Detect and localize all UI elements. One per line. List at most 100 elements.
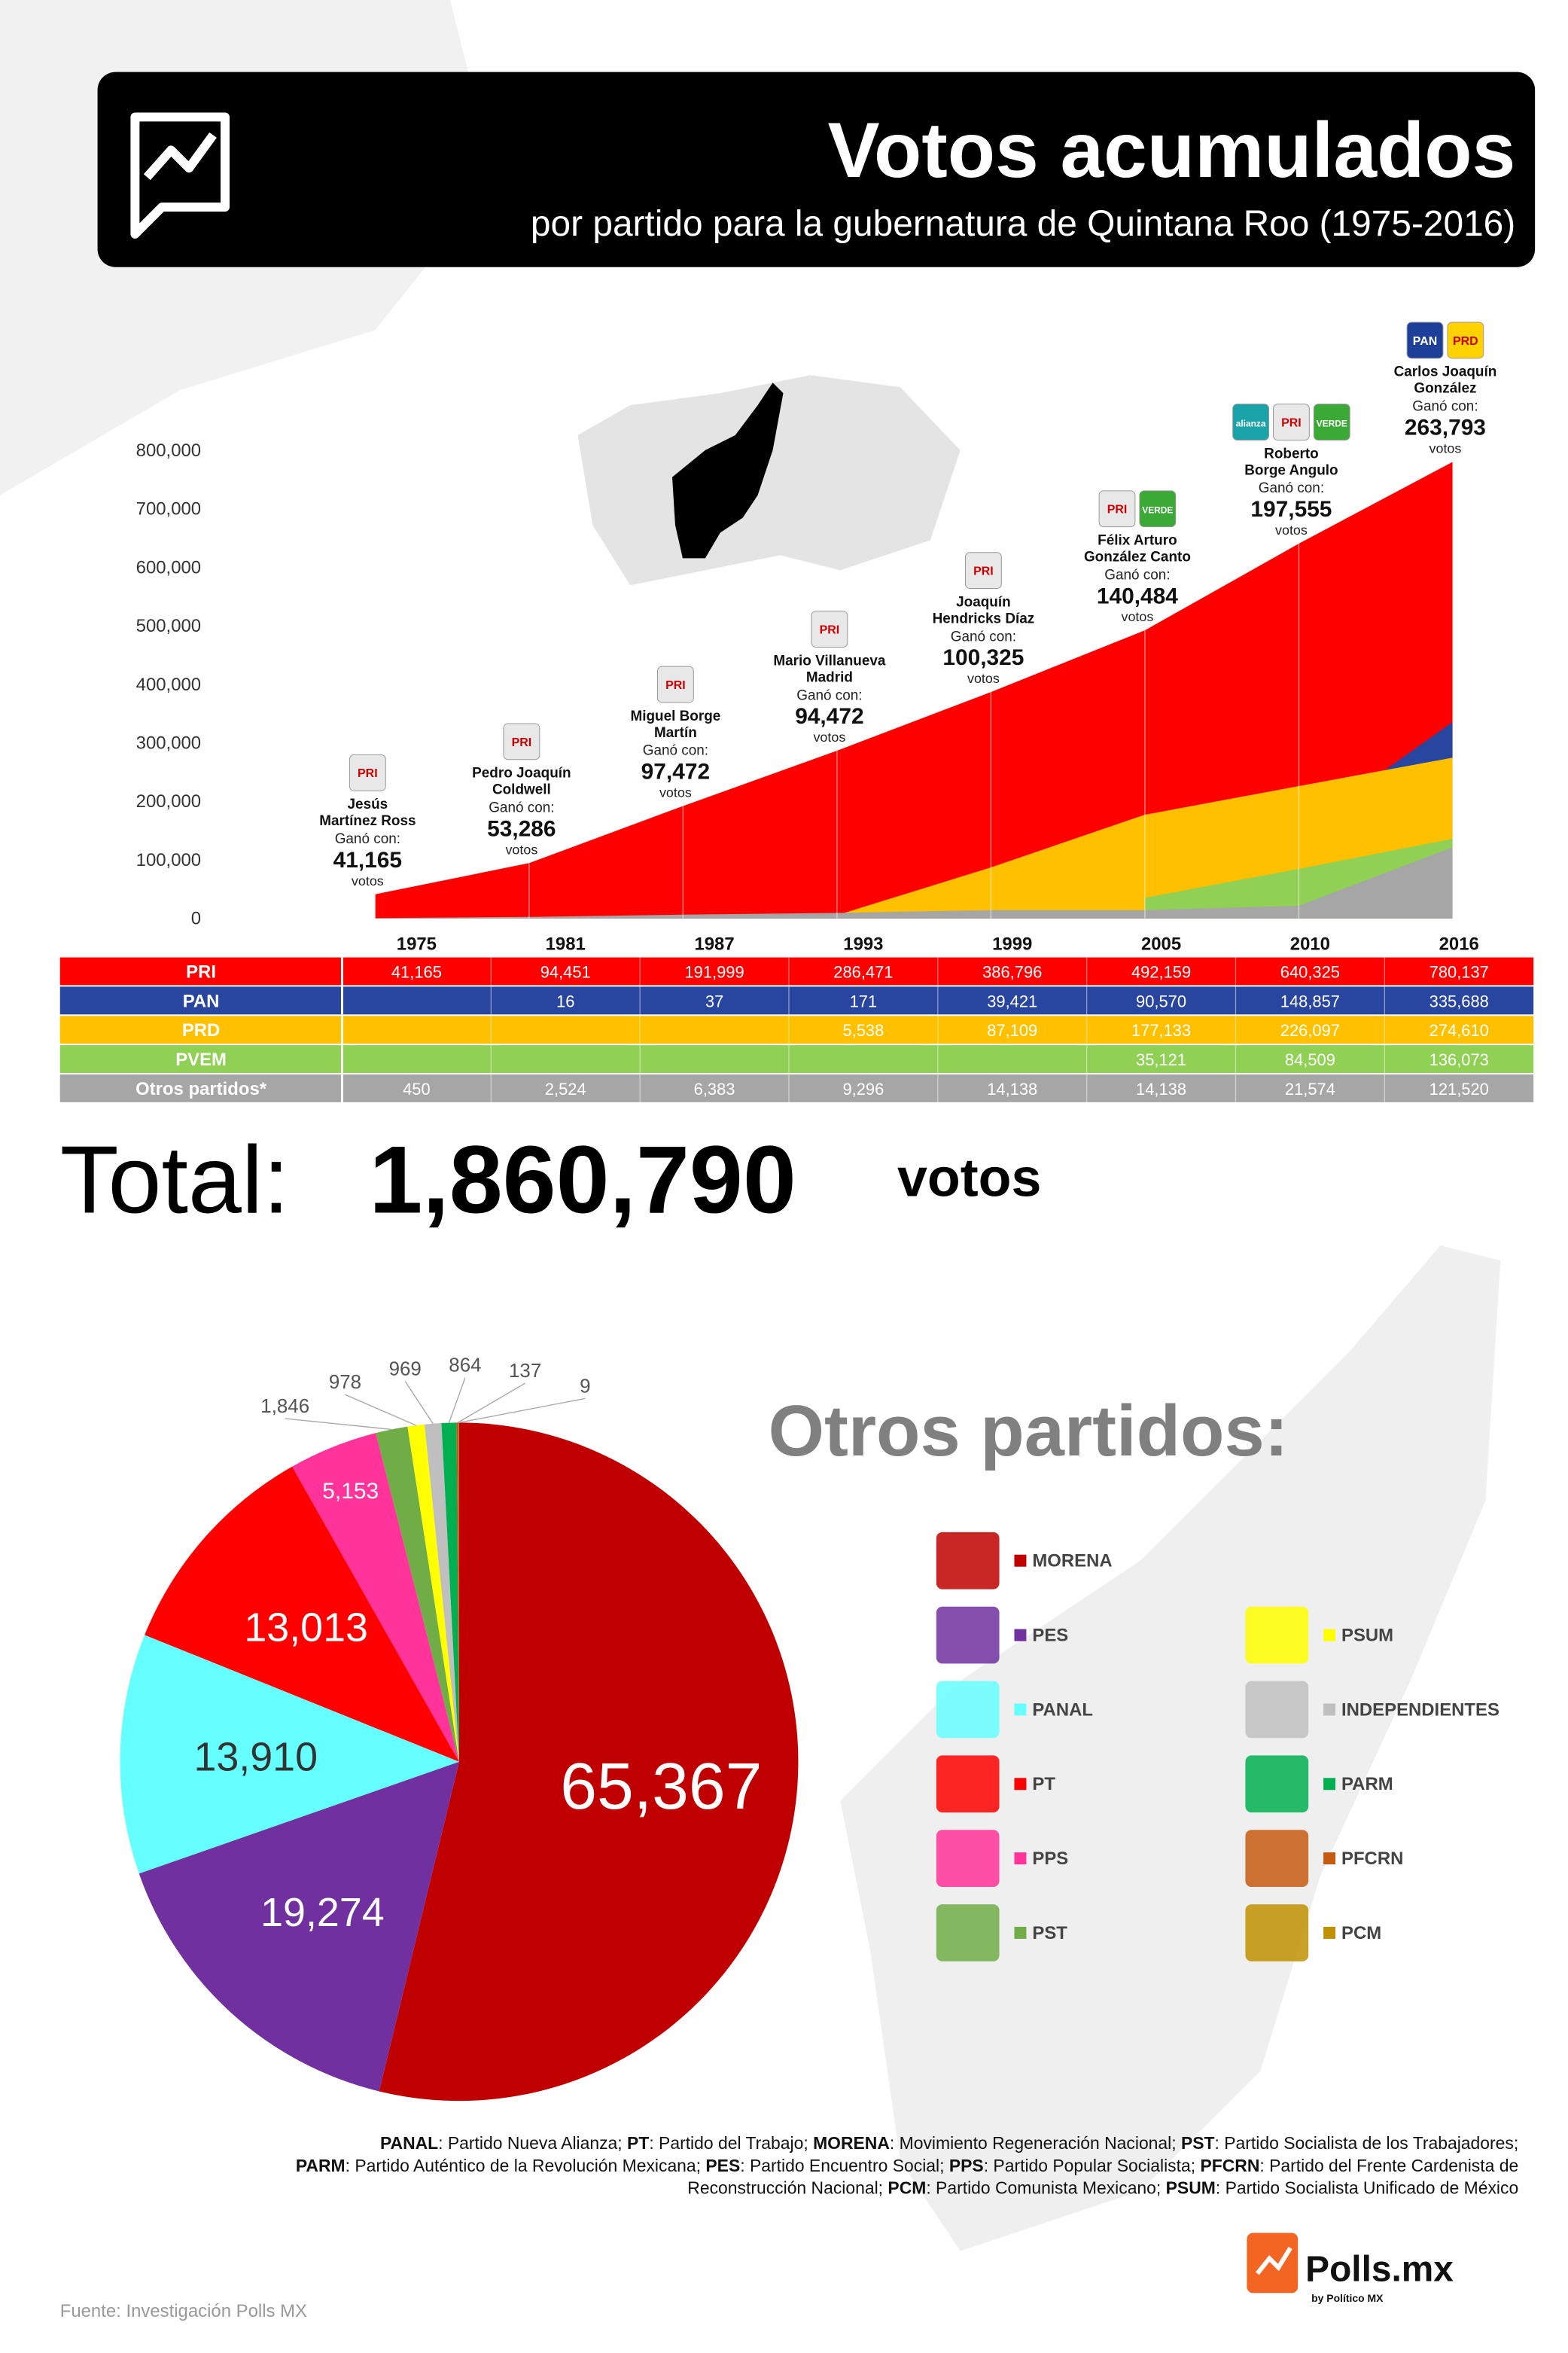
party-logo xyxy=(1139,490,1177,528)
table-cell: 5,538 xyxy=(842,1021,884,1040)
pie-label: 5,153 xyxy=(322,1479,379,1504)
winner-name: Pedro Joaquín xyxy=(472,766,571,782)
table-cell: 21,574 xyxy=(1285,1080,1335,1099)
legend-swatch xyxy=(1014,1852,1027,1865)
winner-votes: 94,472 xyxy=(795,704,863,729)
table-cell: 14,138 xyxy=(987,1080,1037,1099)
table-row xyxy=(59,986,1534,1015)
pie-slice xyxy=(120,1635,459,1874)
glossary-abbr: MORENA xyxy=(813,2133,890,2153)
legend-swatch xyxy=(1323,1926,1336,1939)
legend-label: PSUM xyxy=(1341,1626,1393,1646)
brand-logo-mark xyxy=(1256,2246,1292,2275)
party-logo-label: PAN xyxy=(1413,335,1437,348)
pie-slice xyxy=(407,1424,459,1762)
table-cell: 87,109 xyxy=(987,1021,1037,1040)
table-cell: 39,421 xyxy=(987,992,1037,1010)
winner-suffix: votos xyxy=(813,730,845,745)
legend-label: PES xyxy=(1032,1626,1068,1646)
total-value: 1,860,790 xyxy=(369,1126,796,1233)
x-tick-label: 1981 xyxy=(546,934,586,955)
winner-name: Mario Villanueva xyxy=(773,653,885,669)
winner-suffix: votos xyxy=(352,873,384,888)
legend-label: PFCRN xyxy=(1341,1849,1403,1869)
legend-swatch xyxy=(1014,1629,1027,1641)
glossary-desc: : Partido del Trabajo; xyxy=(649,2133,813,2153)
party-logo-label: PRI xyxy=(820,624,840,637)
legend-logo xyxy=(936,1830,1000,1887)
winner-votes: 53,286 xyxy=(487,816,556,841)
glossary-abbr: PFCRN xyxy=(1200,2156,1259,2175)
party-logo-label: PRI xyxy=(1281,417,1302,430)
y-tick-label: 800,000 xyxy=(136,440,201,461)
party-logo xyxy=(656,666,694,703)
title: Votos acumulados xyxy=(828,106,1516,194)
legend-label: PST xyxy=(1032,1923,1067,1943)
legend-swatch xyxy=(1014,1554,1027,1567)
glossary-line: Reconstrucción Nacional; PCM: Partido Co… xyxy=(687,2178,1518,2198)
winner-name: Félix Arturo xyxy=(1098,533,1177,549)
legend-logo xyxy=(936,1606,1000,1664)
party-logo xyxy=(349,754,386,791)
table-row xyxy=(59,957,1534,986)
legend-logo xyxy=(936,1755,1000,1813)
glossary-abbr: PPS xyxy=(949,2156,984,2175)
source: Fuente: Investigación Polls MX xyxy=(60,2301,307,2321)
table-cell: 148,857 xyxy=(1280,992,1340,1010)
glossary-abbr: PT xyxy=(627,2133,649,2153)
table-row xyxy=(59,1074,1534,1102)
table-cell: 16 xyxy=(556,992,574,1010)
pie-leader xyxy=(457,1382,526,1423)
glossary-abbr: PES xyxy=(705,2156,740,2175)
party-logo xyxy=(1232,404,1270,440)
pie-leader xyxy=(285,1418,392,1431)
pie-label: 19,274 xyxy=(260,1890,385,1935)
winner-prefix: Ganó con: xyxy=(335,831,400,847)
table-cell: 9,296 xyxy=(842,1080,884,1099)
glossary-desc: : Partido Popular Socialista; xyxy=(984,2156,1201,2175)
legend-logo xyxy=(1245,1830,1309,1887)
glossary-desc: Reconstrucción Nacional; xyxy=(687,2178,888,2198)
glossary-abbr: PCM xyxy=(888,2178,926,2198)
pie-label: 13,013 xyxy=(244,1605,368,1650)
table-cell: 177,133 xyxy=(1131,1021,1191,1040)
table-cell: 6,383 xyxy=(694,1080,735,1099)
table-cell: 274,610 xyxy=(1429,1021,1489,1040)
legend-label: PPS xyxy=(1032,1849,1068,1869)
x-tick-label: 1975 xyxy=(397,934,437,955)
party-logo xyxy=(1406,322,1444,359)
y-tick-label: 0 xyxy=(191,909,201,929)
glossary-abbr: PST xyxy=(1181,2133,1215,2153)
total-label: Total: xyxy=(60,1126,290,1233)
legend-logo xyxy=(936,1532,1000,1589)
winner-votes: 100,325 xyxy=(942,645,1024,670)
table-row xyxy=(59,1016,1534,1044)
table-row-label: PRD xyxy=(182,1020,220,1041)
legend-logo xyxy=(1245,1606,1309,1664)
table-row xyxy=(59,1045,1534,1073)
table-row-label: PVEM xyxy=(175,1050,227,1070)
glossary-abbr: PARM xyxy=(296,2156,346,2175)
party-logo xyxy=(811,611,848,648)
bg-map xyxy=(577,375,961,586)
party-logo-label: alianza xyxy=(1236,419,1266,429)
winner-name: Carlos Joaquín xyxy=(1394,364,1497,380)
table-cell: 136,073 xyxy=(1429,1050,1489,1069)
legend-label: MORENA xyxy=(1032,1551,1112,1571)
winner-votes: 140,484 xyxy=(1097,584,1178,608)
glossary-line: PANAL: Partido Nueva Alianza; PT: Partid… xyxy=(380,2133,1518,2153)
winner-suffix: votos xyxy=(1429,440,1462,456)
glossary-desc: : Partido Encuentro Social; xyxy=(740,2156,949,2175)
glossary-desc: : Partido del Frente Cardenista de xyxy=(1259,2156,1518,2175)
winner-name: Hendricks Díaz xyxy=(933,611,1035,626)
legend-label: PANAL xyxy=(1032,1699,1093,1720)
glossary-line: PARM: Partido Auténtico de la Revolución… xyxy=(296,2156,1518,2175)
pie-slice xyxy=(139,1761,459,2092)
party-logo xyxy=(1313,404,1350,440)
legend-label: INDEPENDIENTES xyxy=(1341,1699,1499,1720)
subtitle: por partido para la gubernatura de Quint… xyxy=(531,204,1515,244)
party-logo-label: PRI xyxy=(665,679,686,692)
y-tick-label: 700,000 xyxy=(136,499,201,520)
